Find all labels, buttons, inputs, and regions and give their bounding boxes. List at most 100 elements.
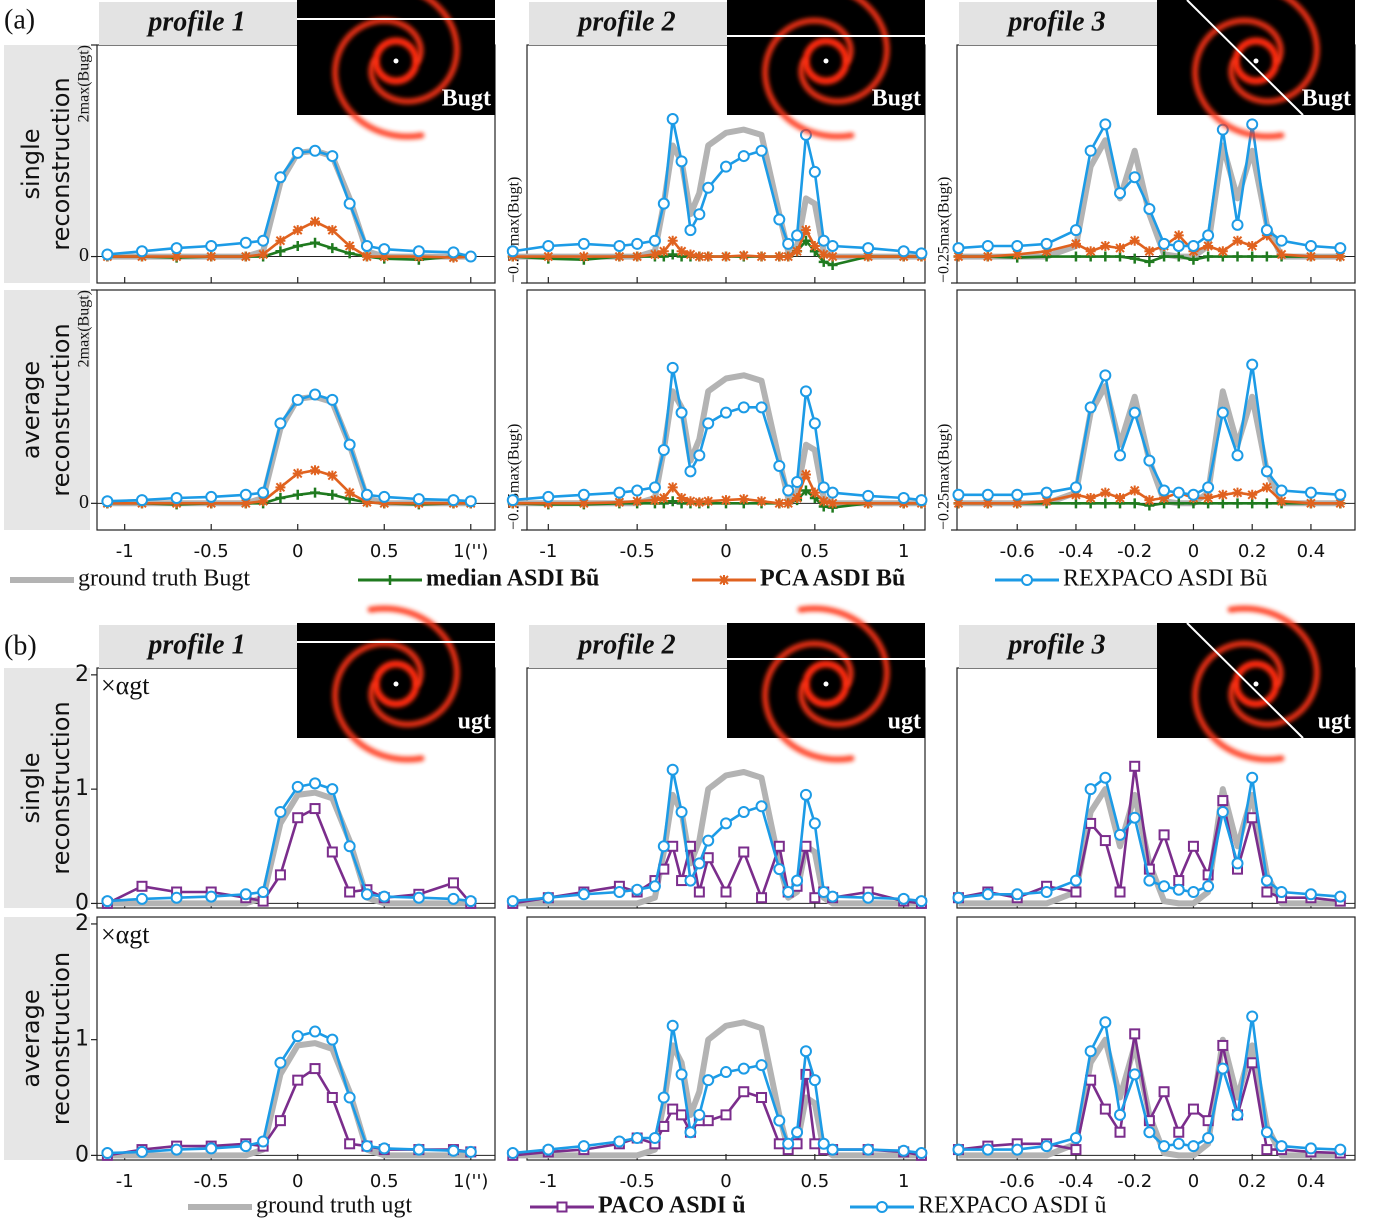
marker — [275, 482, 286, 493]
marker — [818, 496, 829, 507]
marker — [631, 237, 644, 250]
row-label-box — [4, 917, 90, 1160]
spiral-arm — [332, 17, 425, 140]
x-tick-label: -0.5 — [620, 541, 655, 562]
marker — [631, 1132, 644, 1145]
marker — [693, 449, 706, 462]
x-tick-label: 0.4 — [1297, 1171, 1326, 1192]
marker — [1232, 251, 1243, 262]
marker — [676, 493, 687, 503]
marker — [862, 489, 875, 502]
x-tick-label: 1('') — [453, 541, 488, 562]
marker — [291, 393, 304, 406]
marker — [1173, 498, 1184, 509]
marker — [326, 393, 339, 406]
marker — [675, 406, 688, 419]
marker — [1085, 817, 1097, 829]
marker — [135, 494, 148, 507]
marker — [344, 240, 355, 251]
marker — [982, 251, 993, 262]
marker — [577, 237, 590, 250]
series-line — [512, 769, 922, 907]
marker — [343, 438, 356, 451]
marker — [447, 494, 460, 507]
marker — [101, 895, 114, 908]
marker — [952, 242, 965, 255]
marker — [1334, 890, 1347, 903]
marker — [737, 401, 750, 414]
marker — [773, 460, 786, 472]
marker — [344, 1138, 356, 1150]
y-tick-label: 2max(Bugt) — [76, 290, 93, 367]
x-tick-label: 0 — [292, 1171, 303, 1192]
marker — [292, 468, 303, 479]
marker — [1158, 237, 1171, 250]
inset-label: Bugt — [872, 86, 921, 112]
marker — [1335, 251, 1346, 262]
marker — [1114, 886, 1126, 898]
marker — [1011, 1143, 1024, 1156]
panel-label: (b) — [4, 630, 37, 661]
series-line — [107, 393, 471, 503]
x-tick-label: 0.5 — [370, 541, 399, 562]
marker — [719, 575, 729, 585]
marker — [274, 1056, 287, 1069]
marker — [720, 886, 732, 898]
legend-label: REXPACO ASDI ũ — [918, 1193, 1107, 1219]
marker — [1143, 1126, 1156, 1139]
row-label: average — [17, 361, 45, 459]
y-annotation: ×αgt — [101, 920, 150, 949]
marker — [543, 251, 554, 262]
series-line — [107, 1067, 471, 1157]
marker — [1187, 488, 1200, 501]
plot-frame — [96, 289, 496, 531]
marker — [791, 874, 804, 887]
marker — [1335, 498, 1346, 509]
marker — [1334, 242, 1347, 255]
marker — [412, 891, 425, 904]
y-tick-label: 0 — [75, 890, 89, 915]
marker — [1261, 482, 1272, 493]
marker — [1187, 886, 1200, 898]
marker — [1143, 1115, 1155, 1127]
marker — [694, 251, 705, 262]
series-line — [512, 1024, 922, 1155]
marker — [1084, 783, 1097, 796]
marker — [649, 249, 660, 260]
profile-cut — [1186, 0, 1304, 116]
marker — [412, 493, 425, 506]
marker — [1084, 144, 1097, 157]
marker — [755, 144, 768, 157]
marker — [658, 493, 669, 503]
marker — [773, 213, 786, 226]
x-tick-label: -0.5 — [620, 1171, 655, 1192]
marker — [1069, 481, 1082, 494]
marker — [1173, 251, 1184, 262]
marker — [666, 763, 679, 776]
marker — [897, 245, 910, 258]
marker — [205, 1142, 218, 1155]
marker — [826, 239, 839, 252]
marker — [1172, 883, 1185, 896]
marker — [799, 788, 812, 801]
marker — [378, 1142, 391, 1155]
x-tick-label: -0.4 — [1058, 1171, 1093, 1192]
marker — [1012, 249, 1023, 260]
plot-frame — [526, 916, 926, 1161]
marker — [981, 488, 994, 501]
marker — [506, 895, 519, 908]
spiral-arm — [1227, 605, 1320, 728]
marker — [1172, 1137, 1185, 1150]
marker — [1158, 1140, 1171, 1153]
marker — [327, 243, 338, 254]
marker — [257, 1135, 270, 1148]
star — [823, 58, 829, 64]
marker — [1275, 1140, 1288, 1153]
marker — [982, 498, 993, 509]
marker — [862, 242, 875, 255]
marker — [309, 803, 321, 815]
marker — [1304, 486, 1317, 499]
marker — [310, 487, 321, 498]
panel-label: (a) — [4, 4, 35, 35]
marker — [542, 891, 555, 904]
